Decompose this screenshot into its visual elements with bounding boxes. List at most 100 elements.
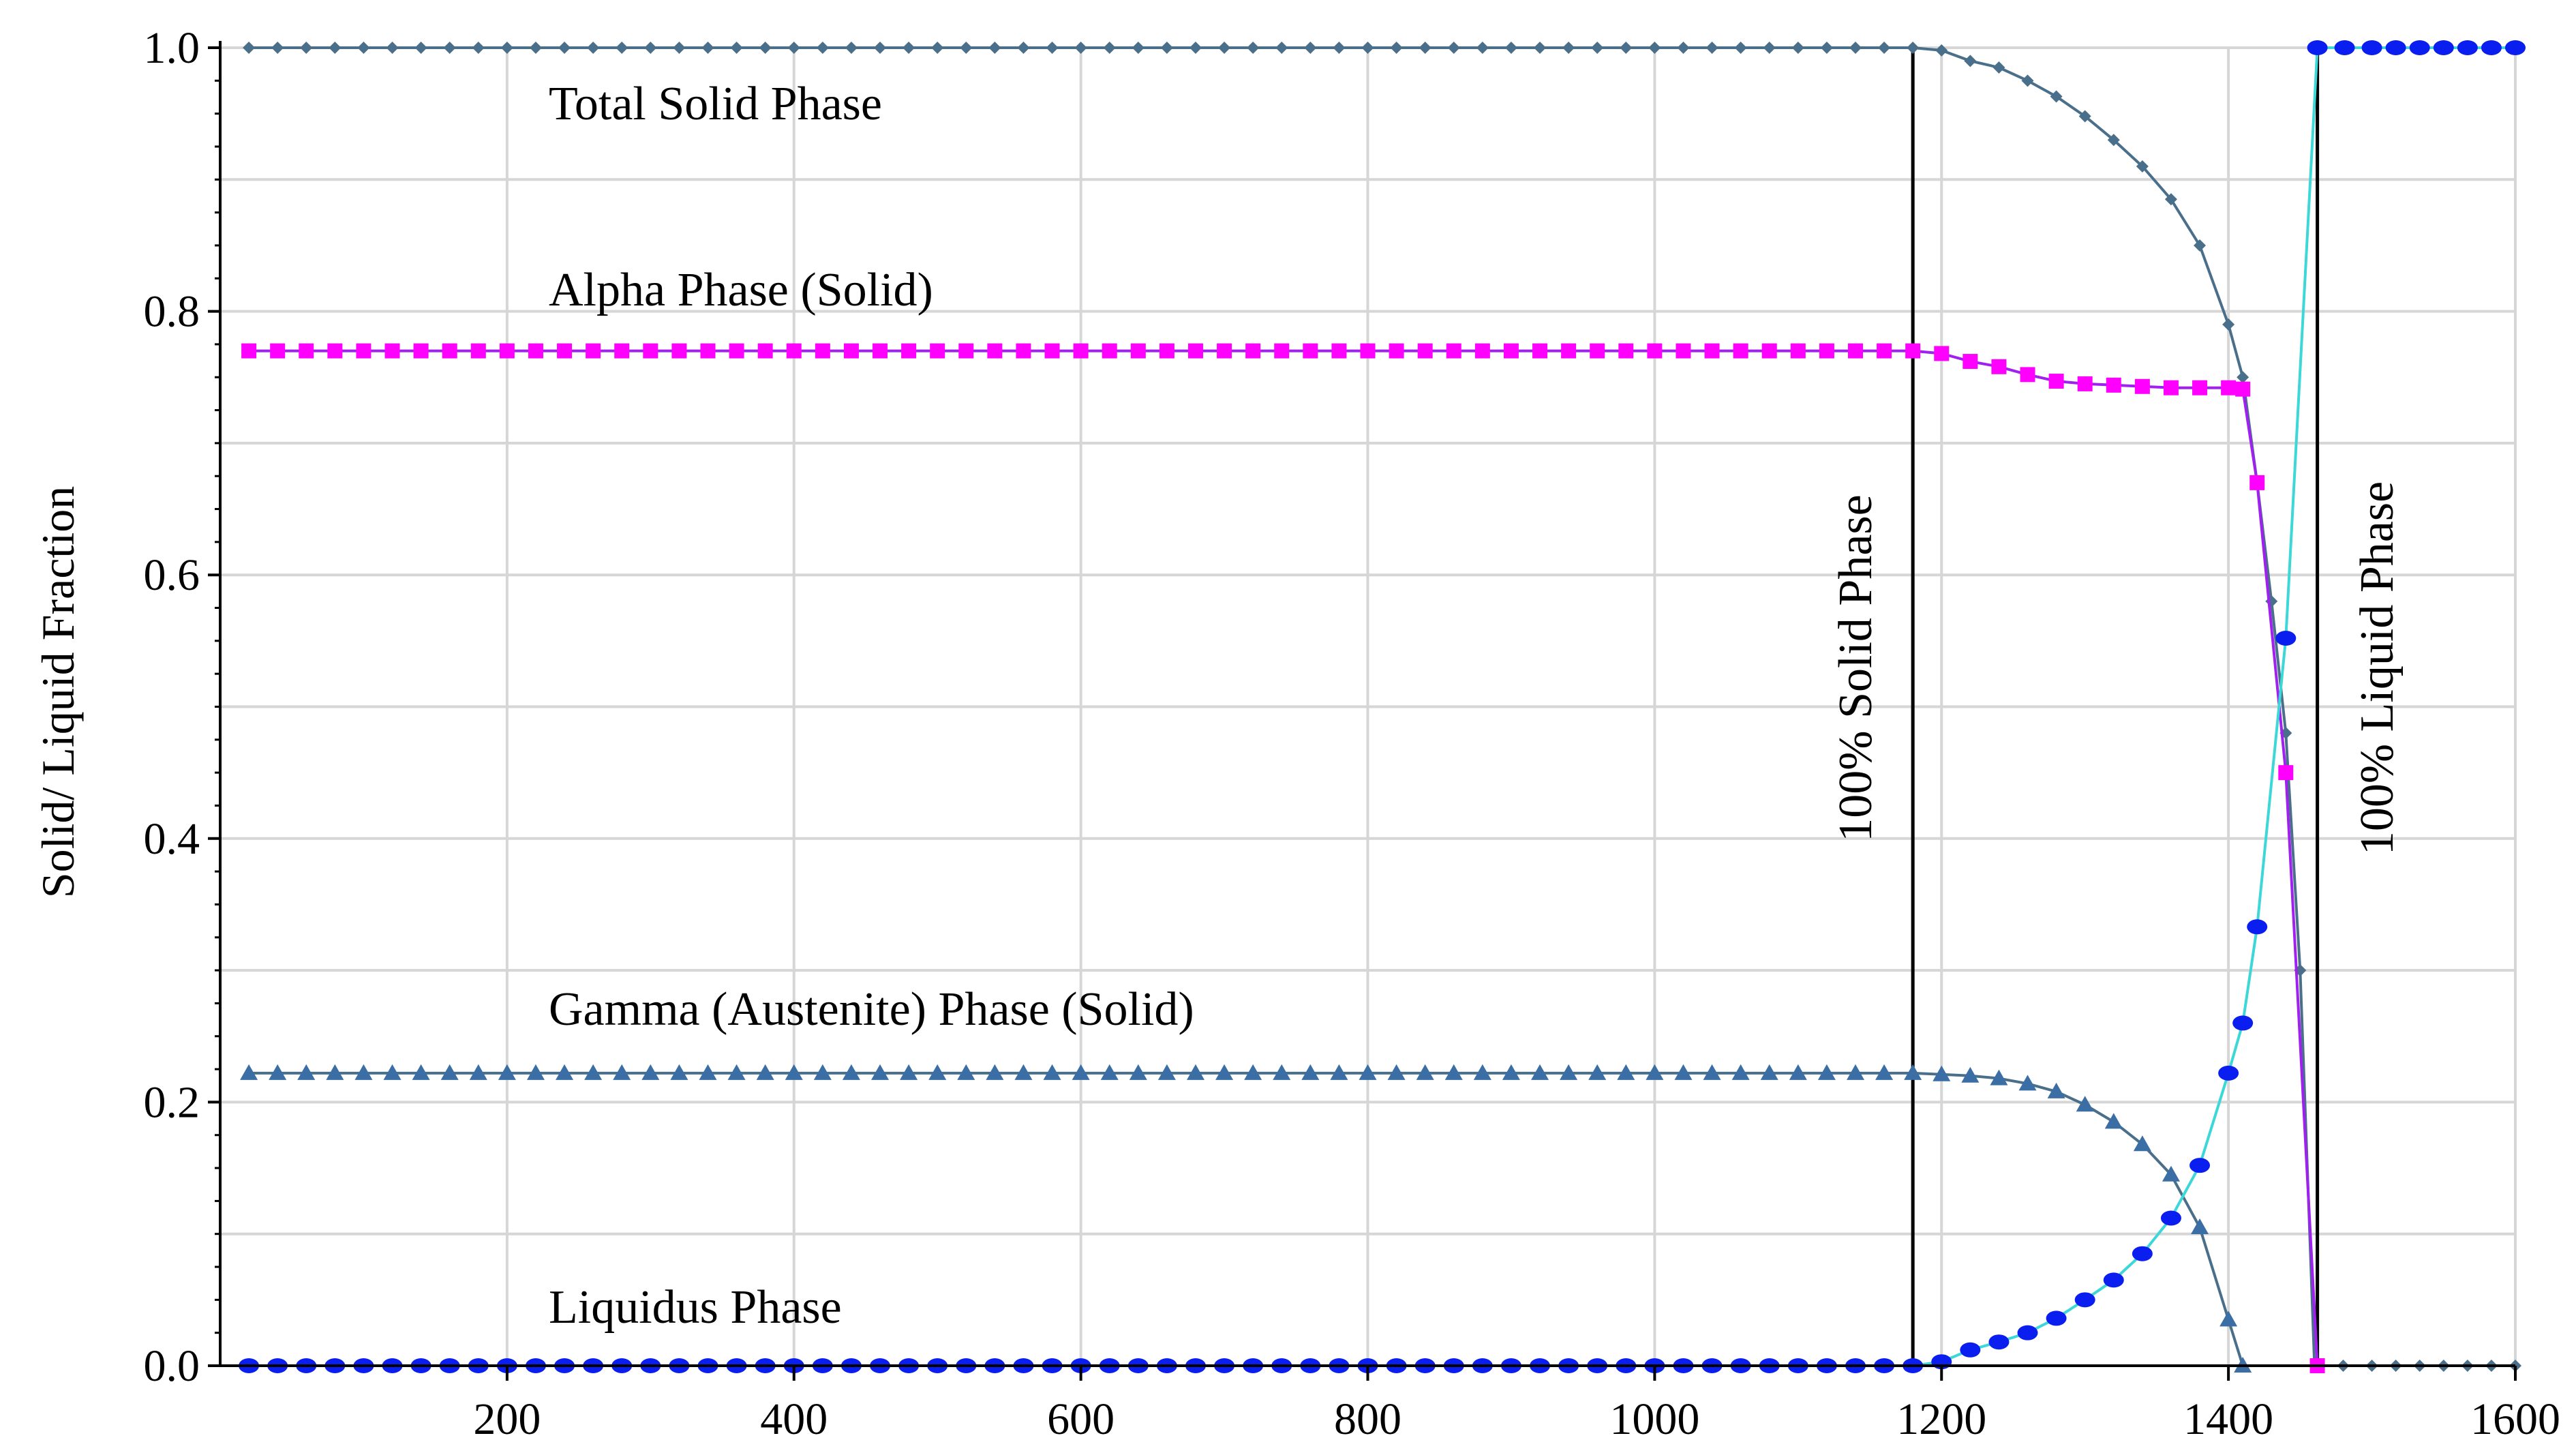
marker-triangle xyxy=(556,1064,574,1080)
marker-square xyxy=(1016,343,1031,359)
marker-triangle xyxy=(498,1064,516,1080)
marker-diamond xyxy=(1849,42,1862,54)
marker-square xyxy=(1303,343,1318,359)
marker-diamond xyxy=(2194,239,2207,252)
marker-square xyxy=(1819,343,1834,359)
marker-triangle xyxy=(1444,1064,1463,1080)
marker-triangle xyxy=(613,1064,631,1080)
marker-square xyxy=(1532,343,1548,359)
marker-square xyxy=(671,343,687,359)
marker-diamond xyxy=(1734,42,1747,54)
marker-triangle xyxy=(900,1064,918,1080)
marker-diamond xyxy=(1878,42,1891,54)
marker-circle xyxy=(2433,40,2454,55)
marker-triangle xyxy=(1330,1064,1348,1080)
marker-diamond xyxy=(587,42,600,54)
x-tick-label: 400 xyxy=(760,1394,828,1444)
marker-square xyxy=(643,343,658,359)
marker-circle xyxy=(2334,40,2355,55)
marker-square xyxy=(1676,343,1691,359)
marker-diamond xyxy=(386,42,399,54)
marker-triangle xyxy=(1933,1065,1951,1081)
marker-square xyxy=(1991,359,2007,374)
marker-triangle xyxy=(842,1064,860,1080)
marker-triangle xyxy=(1416,1064,1434,1080)
y-tick-label: 0.0 xyxy=(144,1341,200,1391)
marker-circle xyxy=(2103,1272,2124,1288)
grid xyxy=(220,46,2517,1367)
marker-diamond xyxy=(1390,42,1403,54)
marker-circle xyxy=(2160,1210,2181,1226)
marker-triangle xyxy=(1387,1064,1406,1080)
marker-diamond xyxy=(1648,42,1661,54)
marker-diamond xyxy=(903,42,915,54)
marker-circle xyxy=(2457,40,2478,55)
marker-triangle xyxy=(641,1064,660,1080)
marker-triangle xyxy=(1359,1064,1377,1080)
marker-diamond xyxy=(1677,42,1690,54)
marker-diamond xyxy=(1964,55,1977,68)
marker-triangle xyxy=(1244,1064,1262,1080)
marker-square xyxy=(557,343,573,359)
marker-diamond xyxy=(1017,42,1030,54)
marker-diamond xyxy=(759,42,772,54)
marker-square xyxy=(1274,343,1290,359)
marker-square xyxy=(1847,343,1863,359)
marker-triangle xyxy=(1731,1064,1750,1080)
marker-square xyxy=(499,343,515,359)
x-tick-label: 1200 xyxy=(1896,1394,1986,1444)
marker-diamond xyxy=(1189,42,1202,54)
marker-circle xyxy=(2189,1158,2211,1173)
marker-triangle xyxy=(1043,1064,1061,1080)
x-tick-label: 1400 xyxy=(2183,1394,2273,1444)
marker-diamond xyxy=(1907,42,1920,54)
marker-triangle xyxy=(928,1064,947,1080)
marker-square xyxy=(1130,343,1146,359)
marker-triangle xyxy=(2076,1096,2094,1112)
marker-square xyxy=(470,343,486,359)
marker-square xyxy=(1245,343,1261,359)
marker-circle xyxy=(2505,40,2526,55)
marker-square xyxy=(2221,380,2237,395)
marker-square xyxy=(1618,343,1634,359)
marker-triangle xyxy=(871,1064,890,1080)
marker-triangle xyxy=(269,1064,287,1080)
marker-square xyxy=(413,343,429,359)
marker-triangle xyxy=(440,1064,459,1080)
marker-triangle xyxy=(1817,1064,1836,1080)
marker-diamond xyxy=(1132,42,1145,54)
marker-square xyxy=(958,343,974,359)
marker-square xyxy=(1073,343,1089,359)
marker-diamond xyxy=(243,42,256,54)
marker-square xyxy=(1647,343,1663,359)
marker-triangle xyxy=(2219,1310,2238,1327)
marker-square xyxy=(1963,354,1978,370)
marker-diamond xyxy=(472,42,485,54)
marker-circle xyxy=(2017,1325,2038,1340)
marker-diamond xyxy=(300,42,313,54)
marker-diamond xyxy=(2164,193,2177,206)
marker-diamond xyxy=(1562,42,1575,54)
marker-circle xyxy=(2046,1310,2067,1326)
marker-diamond xyxy=(874,42,887,54)
marker-triangle xyxy=(240,1064,258,1080)
marker-diamond xyxy=(1160,42,1173,54)
marker-triangle xyxy=(1072,1064,1090,1080)
marker-triangle xyxy=(2133,1135,2151,1152)
marker-circle xyxy=(2275,630,2297,646)
marker-diamond xyxy=(644,42,657,54)
marker-square xyxy=(1561,343,1577,359)
marker-square xyxy=(1934,346,1950,361)
marker-diamond xyxy=(2237,371,2249,384)
marker-diamond xyxy=(1504,42,1517,54)
marker-circle xyxy=(1960,1342,1981,1358)
marker-square xyxy=(873,343,888,359)
marker-diamond xyxy=(1046,42,1059,54)
marker-square xyxy=(1389,343,1404,359)
marker-diamond xyxy=(1591,42,1604,54)
marker-triangle xyxy=(1531,1064,1549,1080)
marker-diamond xyxy=(329,42,342,54)
marker-square xyxy=(930,343,945,359)
marker-triangle xyxy=(2104,1113,2123,1129)
